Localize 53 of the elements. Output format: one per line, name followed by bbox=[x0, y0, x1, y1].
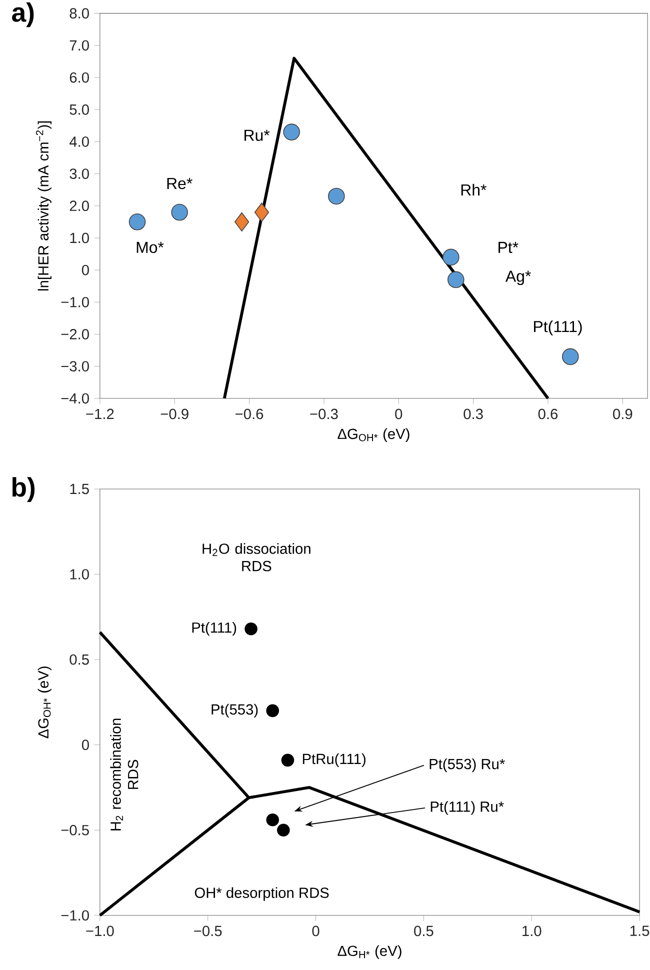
annotation: PtRu(111) bbox=[302, 753, 366, 767]
chart-title: b) bbox=[12, 477, 34, 502]
y-tick-label: −2.0 bbox=[61, 329, 89, 340]
y-tick-label: 1.5 bbox=[70, 484, 89, 494]
annotation: Ru* bbox=[244, 130, 270, 141]
y-tick-label: 4.0 bbox=[69, 136, 89, 147]
annotation: Pt(553) bbox=[212, 704, 258, 718]
annotation: Ag* bbox=[505, 270, 531, 286]
y-tick-label: −1.0 bbox=[61, 296, 89, 308]
y-tick-label: −1.0 bbox=[61, 910, 89, 921]
y-tick-label: 7.0 bbox=[70, 40, 89, 51]
annotation: Pt(111) Ru* bbox=[430, 801, 504, 815]
x-tick-label: 0.6 bbox=[538, 408, 558, 420]
y-tick-label: −0.5 bbox=[61, 824, 89, 836]
x-tick-label: −0.5 bbox=[194, 926, 222, 936]
y-tick-label: 0 bbox=[82, 740, 89, 750]
chart-title: a) bbox=[12, 2, 34, 28]
x-axis-title: ΔG$_{H*}$ (eV) bbox=[338, 945, 402, 959]
annotation: Pt(111) bbox=[192, 622, 236, 636]
annotation: Pt(111) bbox=[534, 320, 582, 336]
y-tick-label: 2.0 bbox=[70, 200, 89, 212]
y-tick-label: 3.0 bbox=[70, 168, 89, 179]
x-tick-label: 1.5 bbox=[630, 926, 650, 936]
y-axis-title: ΔG$_{OH*}$ (eV) bbox=[38, 666, 52, 738]
annotation: Mo* bbox=[136, 242, 164, 254]
annotation: H$_{2}$ recombination RDS bbox=[110, 718, 138, 830]
x-tick-label: 0.3 bbox=[464, 408, 483, 420]
x-tick-label: 0 bbox=[395, 408, 402, 420]
annotation: Re* bbox=[167, 178, 192, 190]
y-tick-label: 1.0 bbox=[70, 232, 89, 244]
y-tick-label: 6.0 bbox=[70, 72, 89, 83]
x-tick-label: −1.2 bbox=[86, 408, 114, 420]
y-tick-label: 0 bbox=[82, 264, 89, 276]
x-tick-label: −0.3 bbox=[310, 408, 338, 420]
y-tick-label: 8.0 bbox=[70, 8, 89, 19]
y-tick-label: 1.0 bbox=[70, 569, 89, 580]
y-axis-title: ln[HER activity (mA cm$^{−2}$)] bbox=[36, 121, 52, 290]
annotation: OH* desorption RDS bbox=[194, 887, 329, 901]
annotation: Rh* bbox=[461, 184, 486, 196]
x-axis-title: ΔG$_{OH*}$ (eV) bbox=[338, 428, 410, 442]
y-tick-label: 5.0 bbox=[70, 104, 89, 115]
x-tick-label: 1.0 bbox=[522, 926, 542, 936]
y-tick-label: 0.5 bbox=[70, 654, 89, 665]
annotation: Pt* bbox=[498, 242, 518, 254]
y-tick-label: −3.0 bbox=[61, 361, 89, 372]
y-tick-label: −4.0 bbox=[61, 393, 89, 404]
annotation: H$_{2}$O dissociation RDS bbox=[202, 543, 310, 572]
annotation: Pt(553) Ru* bbox=[430, 758, 505, 772]
x-tick-label: 0 bbox=[312, 926, 320, 936]
x-tick-label: 0.5 bbox=[414, 926, 434, 936]
x-tick-label: 0.9 bbox=[612, 408, 632, 420]
x-tick-label: −0.6 bbox=[235, 408, 263, 420]
x-tick-label: −0.9 bbox=[160, 408, 188, 420]
